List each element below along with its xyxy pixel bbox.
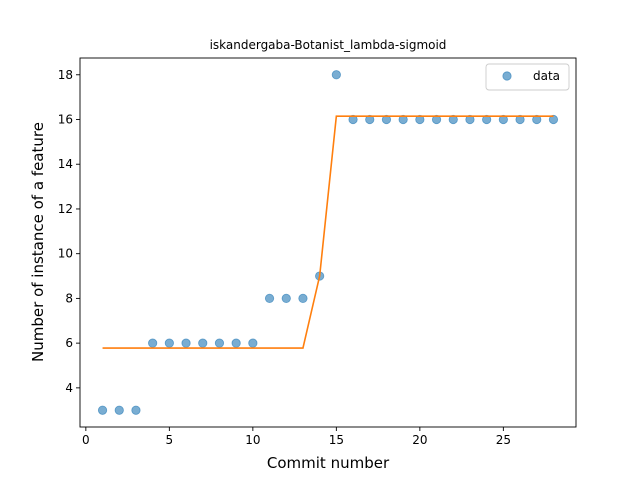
data-point	[281, 293, 291, 304]
axes-frame	[79, 57, 577, 428]
data-point	[348, 114, 358, 125]
legend-marker	[502, 71, 512, 81]
y-tick-label: 14	[58, 157, 73, 171]
data-point	[198, 338, 208, 348]
data-point	[482, 114, 492, 125]
data-point	[264, 293, 275, 304]
data-point	[248, 338, 258, 348]
x-tick-label: 5	[166, 433, 174, 447]
x-tick-label: 25	[496, 433, 511, 447]
data-point	[465, 114, 475, 125]
data-point	[415, 114, 425, 125]
data-point	[381, 114, 392, 125]
x-tick-label: 15	[329, 433, 344, 447]
y-axis-label: Number of instance of a feature	[29, 122, 47, 362]
y-tick-label: 12	[58, 202, 73, 216]
legend-label: data	[533, 69, 560, 83]
x-tick-label: 0	[82, 433, 90, 447]
data-point	[181, 338, 191, 348]
data-point	[548, 114, 559, 125]
plot-area: 0 5 10 15 20 25 4 6 8 10 12 14 16 18 data	[58, 57, 577, 447]
x-tick-label: 20	[412, 433, 427, 447]
data-point	[398, 114, 408, 125]
data-point	[515, 114, 525, 125]
y-tick-label: 4	[65, 381, 73, 395]
y-tick-label: 8	[65, 291, 73, 305]
data-point	[97, 405, 108, 415]
y-tick-label: 18	[58, 68, 73, 82]
data-point	[448, 114, 458, 125]
data-point	[298, 293, 308, 304]
data-point	[148, 338, 158, 348]
data-point	[114, 405, 124, 415]
y-tick-label: 10	[58, 247, 73, 261]
x-axis-label: Commit number	[267, 454, 390, 472]
data-point	[164, 338, 174, 348]
data-point	[214, 338, 225, 348]
data-point	[231, 338, 241, 348]
data-point	[532, 114, 542, 125]
chart-title: iskandergaba-Botanist_lambda-sigmoid	[210, 38, 447, 52]
data-point	[331, 70, 341, 80]
data-point	[431, 114, 442, 125]
legend-box	[485, 63, 570, 91]
x-tick-label: 10	[245, 433, 260, 447]
y-tick-label: 16	[58, 113, 73, 127]
fit-line	[102, 115, 554, 349]
data-point	[498, 114, 508, 125]
y-tick-label: 6	[65, 336, 73, 350]
data-point	[365, 114, 375, 125]
data-point	[131, 405, 141, 415]
